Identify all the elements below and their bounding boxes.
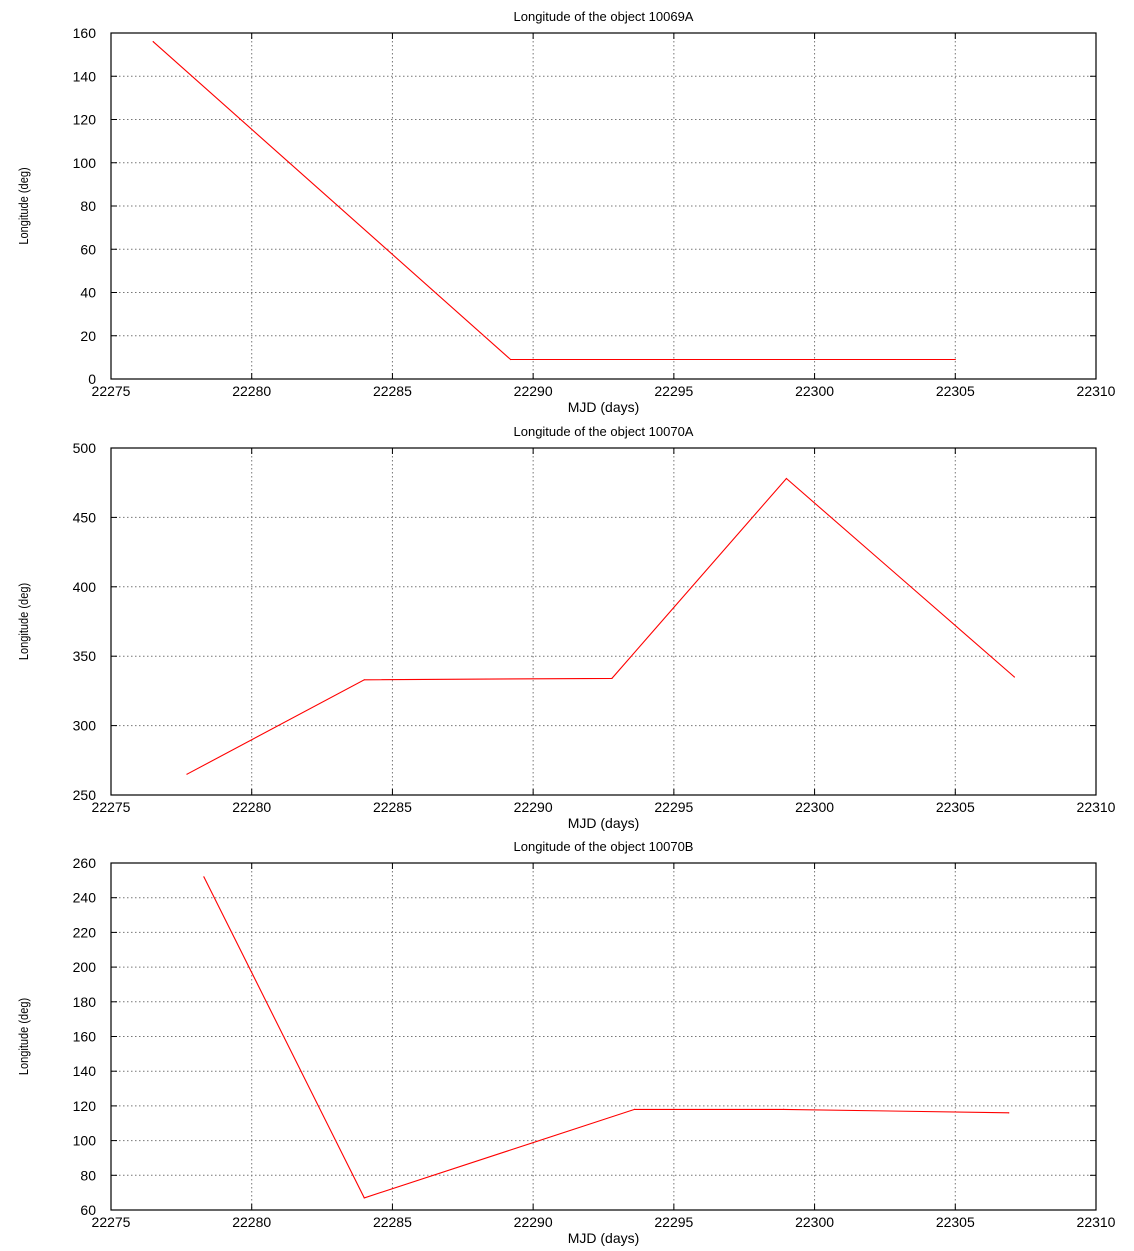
data-point: [186, 773, 188, 775]
series-line: [186, 477, 1015, 775]
x-tick-label: 22275: [92, 1214, 131, 1230]
data-point: [633, 1108, 636, 1110]
data-point: [1013, 676, 1015, 678]
y-tick-label: 160: [73, 1029, 97, 1045]
series-line: [152, 41, 956, 361]
x-tick-label: 22305: [936, 1214, 975, 1230]
grid: [111, 448, 1096, 795]
x-tick-label: 22290: [514, 1214, 553, 1230]
x-tick-label: 22310: [1077, 383, 1116, 399]
x-tick-label: 22295: [654, 383, 693, 399]
x-tick-label: 22280: [232, 1214, 271, 1230]
y-tick-label: 260: [73, 855, 97, 871]
chart-title: Longitude of the object 10069A: [514, 9, 694, 24]
x-tick-label: 22285: [373, 1214, 412, 1230]
x-axis-label: MJD (days): [568, 815, 640, 831]
x-tick-label: 22310: [1077, 1214, 1116, 1230]
y-tick-label: 220: [73, 924, 97, 940]
x-tick-label: 22290: [514, 383, 553, 399]
x-tick-label: 22275: [92, 799, 131, 815]
data-point: [363, 1197, 365, 1199]
y-tick-label: 20: [80, 328, 96, 344]
data-point: [510, 358, 512, 361]
x-tick-label: 22300: [795, 1214, 834, 1230]
data-point: [1008, 1112, 1010, 1114]
y-tick-label: 140: [73, 68, 97, 84]
x-tick-label: 22285: [373, 383, 412, 399]
y-tick-label: 120: [73, 1098, 97, 1114]
y-tick-label: 80: [80, 1167, 96, 1183]
x-tick-label: 22300: [795, 799, 834, 815]
chart-panel-3: 22275 22280 22285 22290 22295 22300 22305 22310…: [16, 839, 1116, 1246]
y-tick-label: 120: [73, 112, 97, 128]
y-axis-label: Longitude (deg): [16, 998, 31, 1075]
y-tick-label: 350: [73, 648, 97, 664]
chart-title: Longitude of the object 10070B: [514, 839, 694, 854]
y-tick-label: 60: [80, 1202, 96, 1218]
grid: [111, 33, 1096, 379]
x-tick-label: 22310: [1077, 799, 1116, 815]
x-tick-label: 22280: [232, 799, 271, 815]
x-tick-label: 22290: [514, 799, 553, 815]
y-tick-label: 300: [73, 718, 97, 734]
data-point: [152, 41, 154, 43]
y-tick-label: 160: [73, 25, 97, 41]
x-tick-label: 22305: [936, 383, 975, 399]
x-tick-label: 22295: [654, 1214, 693, 1230]
y-tick-label: 500: [73, 440, 97, 456]
chart-title: Longitude of the object 10070A: [514, 424, 694, 439]
grid: [111, 863, 1096, 1210]
data-point: [954, 358, 956, 361]
data-point: [783, 1108, 785, 1110]
y-tick-label: 40: [80, 285, 96, 301]
y-tick-label: 240: [73, 890, 97, 906]
data-point: [363, 679, 365, 681]
x-tick-label: 22295: [654, 799, 693, 815]
x-tick-label: 22305: [936, 799, 975, 815]
y-tick-label: 140: [73, 1063, 97, 1079]
data-point: [611, 677, 613, 680]
y-tick-label: 100: [73, 155, 97, 171]
chart-panel-2: 22275 22280 22285 22290 22295 22300 22305 22310…: [16, 424, 1116, 831]
x-tick-label: 22300: [795, 383, 834, 399]
y-tick-label: 200: [73, 959, 97, 975]
y-tick-label: 400: [73, 579, 97, 595]
y-tick-label: 100: [73, 1133, 97, 1149]
y-tick-label: 60: [80, 241, 96, 257]
y-axis-label: Longitude (deg): [16, 583, 31, 660]
x-tick-label: 22285: [373, 799, 412, 815]
x-tick-label: 22280: [232, 383, 271, 399]
plot-area-frame: [110, 447, 1097, 796]
x-axis-label: MJD (days): [568, 399, 640, 415]
y-tick-label: 180: [73, 994, 97, 1010]
chart-panel-1: 22275 22280 22285 22290 22295 22300 22305 22310…: [16, 9, 1116, 415]
series-line: [203, 876, 1009, 1199]
x-tick-label: 22275: [92, 383, 131, 399]
y-axis-label: Longitude (deg): [16, 167, 31, 244]
data-point: [785, 477, 788, 480]
y-tick-label: 450: [73, 509, 97, 525]
data-point: [203, 876, 205, 878]
x-axis-label: MJD (days): [568, 1230, 640, 1246]
y-tick-label: 250: [73, 787, 97, 803]
y-tick-label: 0: [88, 371, 96, 387]
y-tick-label: 80: [80, 198, 96, 214]
